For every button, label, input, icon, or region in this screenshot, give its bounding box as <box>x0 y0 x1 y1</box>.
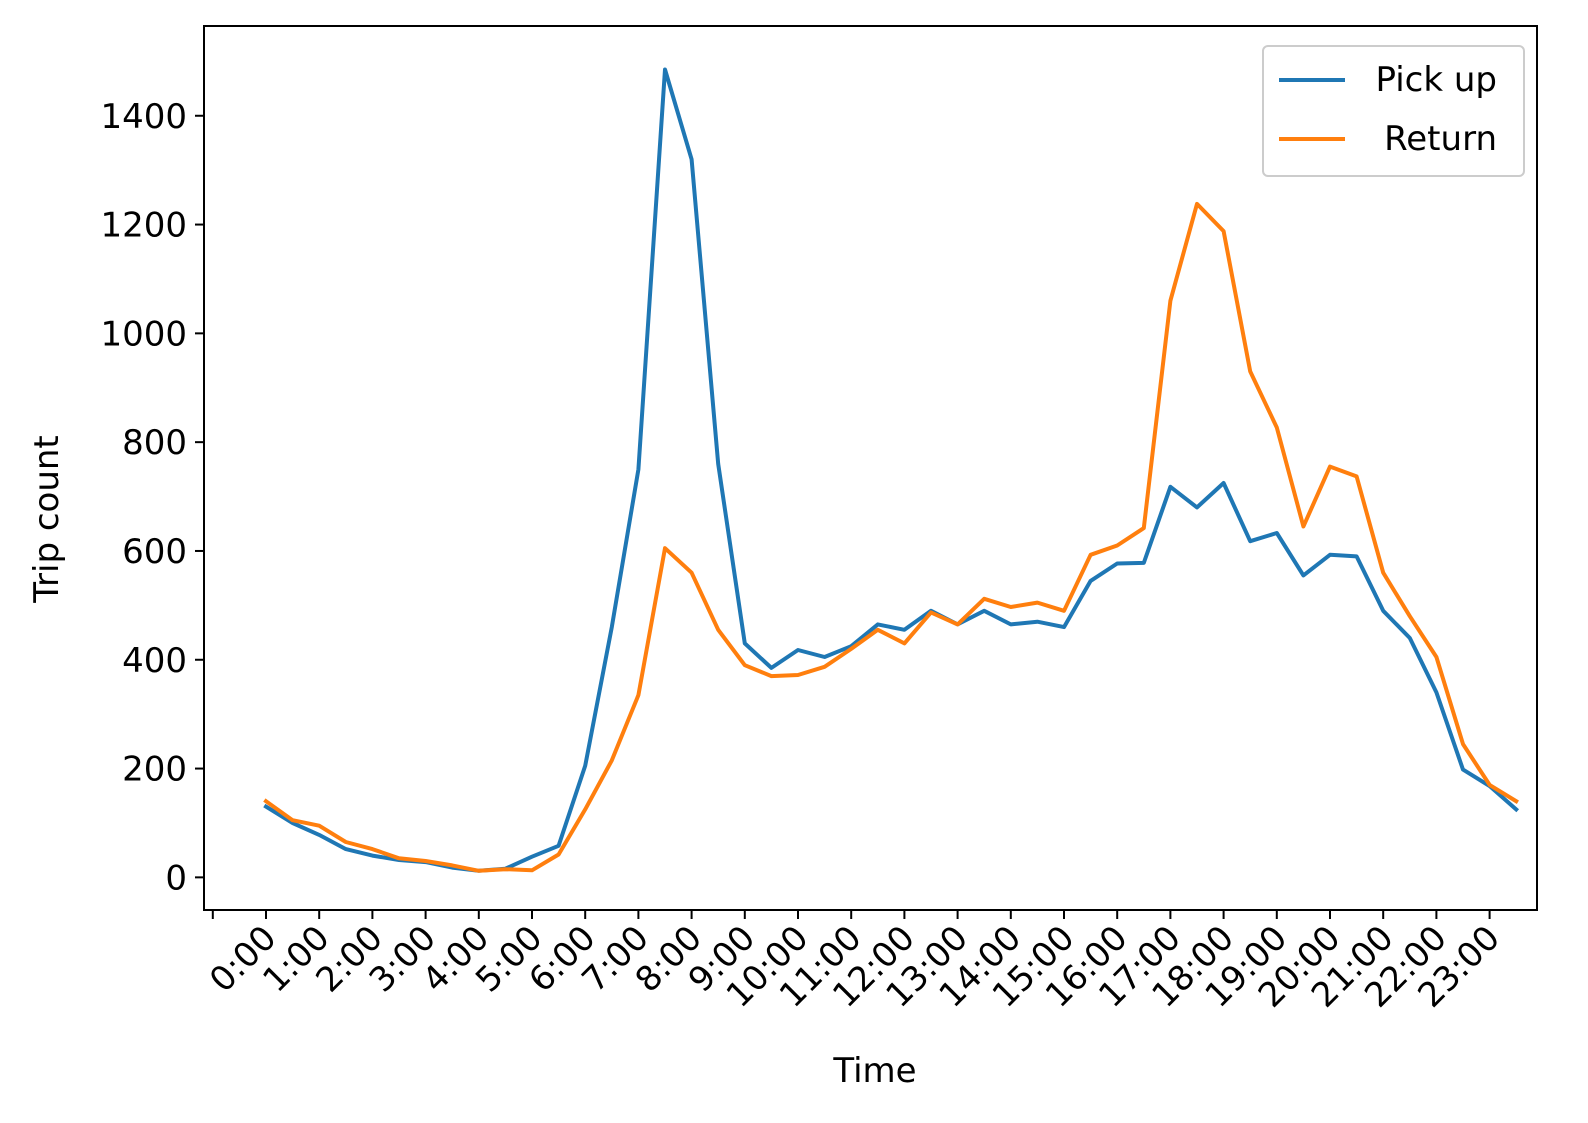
y-tick-label: 1200 <box>100 206 187 246</box>
y-tick-label: 200 <box>122 750 187 790</box>
x-axis-label: Time <box>832 1051 916 1091</box>
y-tick-label: 800 <box>122 423 187 463</box>
legend-label: Return <box>1384 119 1497 159</box>
y-tick-label: 600 <box>122 532 187 572</box>
series-line-return <box>263 201 1519 873</box>
plot-frame <box>203 25 1538 911</box>
y-axis-label: Trip count <box>27 435 67 604</box>
y-tick-label: 0 <box>165 858 187 898</box>
legend: Pick up Return <box>1262 45 1525 177</box>
y-axis: 0 200 400 600 800 1000 1200 1400 <box>100 97 204 898</box>
legend-label: Pick up <box>1375 60 1497 100</box>
y-tick-label: 1000 <box>100 314 187 354</box>
y-tick-label: 1400 <box>100 97 187 137</box>
x-axis: 0:001:002:003:004:005:006:007:008:009:00… <box>202 910 1508 1016</box>
series-lines <box>263 67 1520 873</box>
y-tick-label: 400 <box>122 641 187 681</box>
